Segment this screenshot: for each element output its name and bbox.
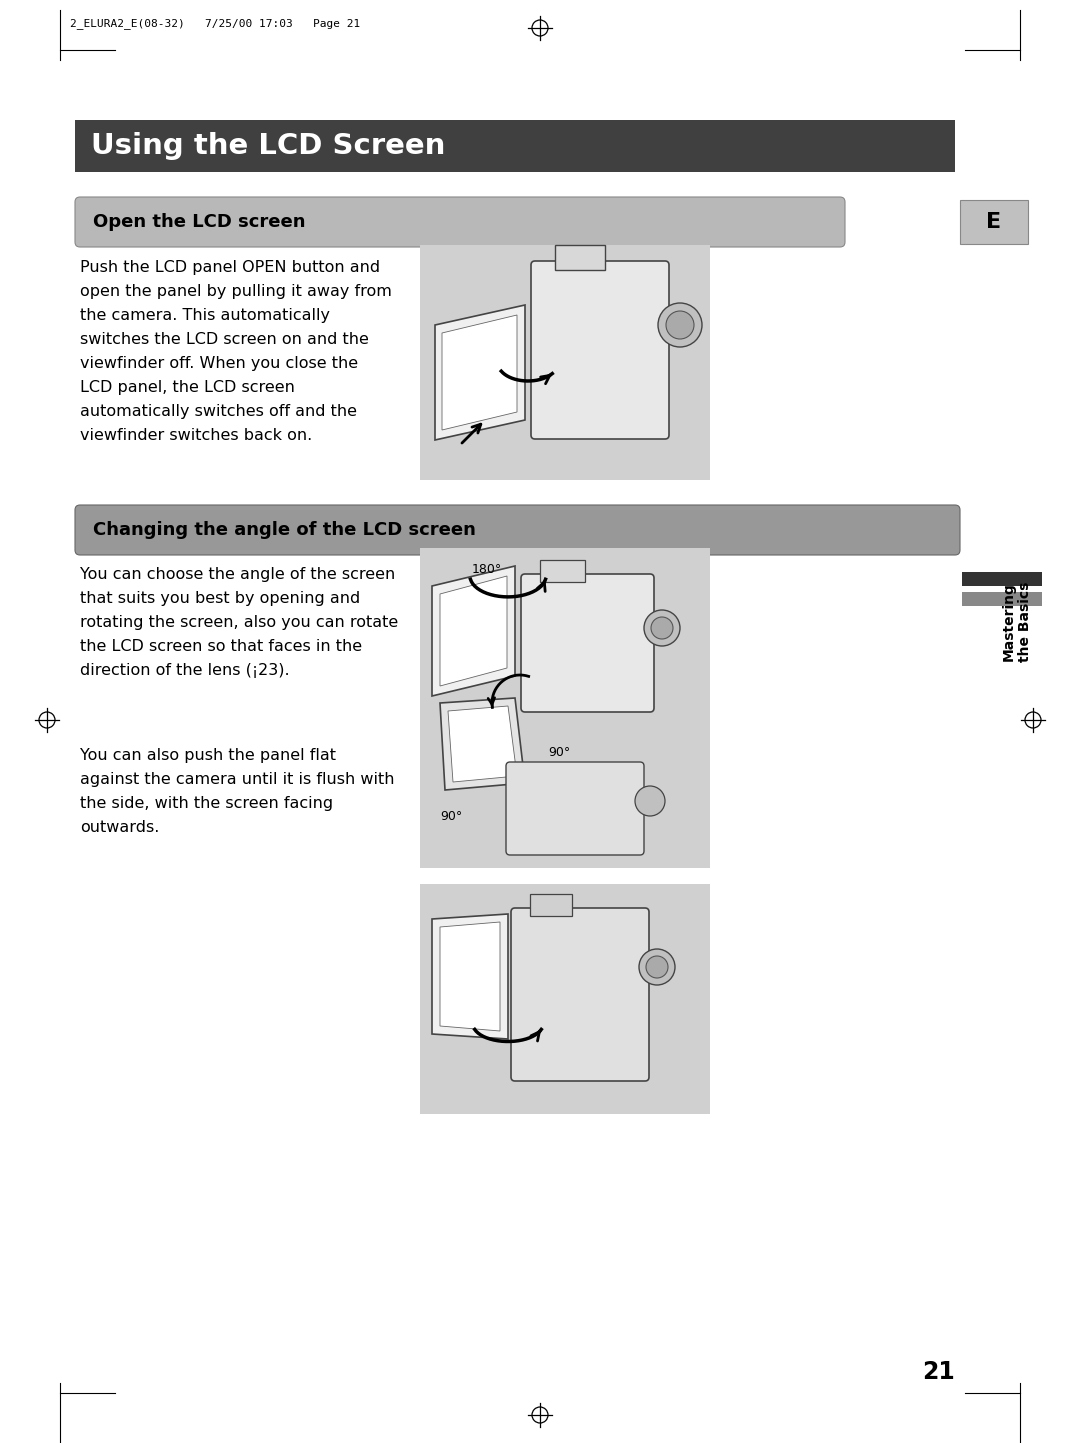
- Text: Changing the angle of the LCD screen: Changing the angle of the LCD screen: [93, 521, 476, 540]
- Polygon shape: [435, 304, 525, 440]
- Bar: [530, 895, 572, 916]
- FancyBboxPatch shape: [521, 574, 654, 711]
- Polygon shape: [440, 922, 500, 1030]
- Bar: [555, 245, 605, 270]
- Text: 2_ELURA2_E(08-32)   7/25/00 17:03   Page 21: 2_ELURA2_E(08-32) 7/25/00 17:03 Page 21: [70, 17, 361, 29]
- FancyBboxPatch shape: [531, 261, 669, 439]
- Text: 180°: 180°: [472, 563, 502, 576]
- Circle shape: [646, 957, 669, 978]
- Bar: [962, 592, 1042, 606]
- Bar: [420, 885, 710, 1114]
- Text: 21: 21: [922, 1359, 955, 1384]
- Polygon shape: [440, 698, 525, 789]
- Text: E: E: [986, 212, 1001, 232]
- FancyBboxPatch shape: [511, 908, 649, 1081]
- Bar: [75, 120, 955, 172]
- Circle shape: [666, 312, 694, 339]
- Circle shape: [644, 610, 680, 646]
- Polygon shape: [440, 576, 507, 685]
- Text: Push the LCD panel OPEN button and
open the panel by pulling it away from
the ca: Push the LCD panel OPEN button and open …: [80, 260, 392, 443]
- Text: Mastering
the Basics: Mastering the Basics: [1002, 582, 1032, 662]
- FancyBboxPatch shape: [75, 505, 960, 556]
- Polygon shape: [432, 913, 508, 1039]
- Circle shape: [639, 949, 675, 986]
- Text: You can also push the panel flat
against the camera until it is flush with
the s: You can also push the panel flat against…: [80, 747, 394, 835]
- Bar: [962, 571, 1042, 586]
- Text: 90°: 90°: [440, 810, 462, 823]
- Circle shape: [635, 786, 665, 815]
- Text: Using the LCD Screen: Using the LCD Screen: [91, 131, 445, 160]
- Text: You can choose the angle of the screen
that suits you best by opening and
rotati: You can choose the angle of the screen t…: [80, 567, 399, 678]
- FancyBboxPatch shape: [507, 762, 644, 856]
- Polygon shape: [448, 706, 517, 782]
- FancyBboxPatch shape: [960, 201, 1028, 244]
- Circle shape: [658, 303, 702, 346]
- Bar: [420, 548, 710, 869]
- Text: Open the LCD screen: Open the LCD screen: [93, 214, 306, 231]
- Circle shape: [651, 618, 673, 639]
- Polygon shape: [432, 566, 515, 696]
- Bar: [540, 560, 585, 582]
- Text: 90°: 90°: [548, 746, 570, 759]
- Bar: [420, 245, 710, 481]
- Polygon shape: [442, 315, 517, 430]
- FancyBboxPatch shape: [75, 198, 845, 247]
